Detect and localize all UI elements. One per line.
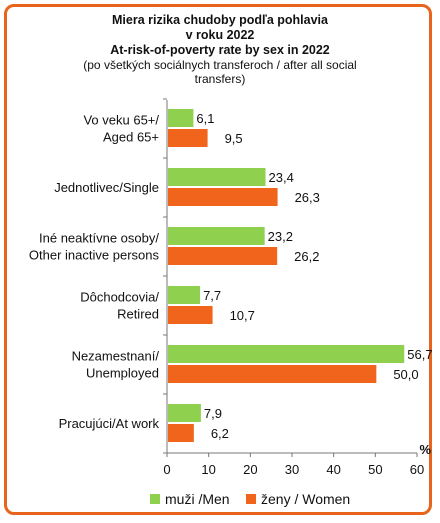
- data-label-men: 56,7: [407, 347, 432, 362]
- legend-swatch-women: [246, 494, 256, 505]
- data-label-men: 23,2: [268, 229, 293, 244]
- category-label: Iné neaktívne osoby/: [39, 231, 159, 246]
- title-line-2: v roku 2022: [185, 28, 255, 42]
- legend-label-men: muži /Men: [165, 491, 230, 507]
- category-label: Aged 65+: [103, 130, 159, 145]
- category-label: Nezamestnaní/: [72, 349, 160, 364]
- x-tick-label: 10: [201, 462, 215, 477]
- legend-swatch-men: [150, 494, 160, 505]
- bar-men: [168, 109, 194, 127]
- category-label: Retired: [117, 307, 159, 322]
- data-label-men: 7,7: [203, 288, 221, 303]
- category-label: Vo veku 65+/: [83, 113, 159, 128]
- x-tick-label: 60: [410, 462, 424, 477]
- x-tick-label: 20: [243, 462, 257, 477]
- legend-label-women: ženy / Women: [261, 491, 351, 507]
- legend-item-women: ženy / Women: [246, 491, 350, 507]
- data-label-men: 7,9: [204, 406, 222, 421]
- x-tick-label: 0: [163, 462, 170, 477]
- data-label-men: 6,1: [196, 111, 214, 126]
- bar-women: [168, 188, 278, 206]
- bar-women: [168, 306, 213, 324]
- category-label: Unemployed: [86, 366, 159, 381]
- data-label-women: 10,7: [230, 308, 255, 323]
- bar-women: [168, 424, 194, 442]
- bar-men: [168, 286, 201, 304]
- x-tick-label: 50: [368, 462, 382, 477]
- title-line-5: transfers): [194, 72, 246, 86]
- data-label-men: 23,4: [269, 170, 294, 185]
- category-label: Jednotlivec/Single: [54, 180, 159, 195]
- category-label: Pracujúci/At work: [59, 416, 160, 431]
- x-tick-label: 30: [285, 462, 299, 477]
- data-label-women: 6,2: [211, 426, 229, 441]
- chart-title: Miera rizika chudoby podľa pohlavia v ro…: [0, 13, 440, 86]
- bar-men: [168, 227, 265, 245]
- category-label: Other inactive persons: [29, 248, 160, 263]
- data-label-women: 50,0: [393, 367, 418, 382]
- bar-men: [168, 404, 201, 422]
- data-label-women: 26,3: [295, 190, 320, 205]
- title-line-3: At-risk-of-poverty rate by sex in 2022: [110, 43, 330, 57]
- title-line-1: Miera rizika chudoby podľa pohlavia: [112, 13, 328, 27]
- bar-women: [168, 129, 208, 147]
- x-tick-label: 40: [326, 462, 340, 477]
- data-label-women: 9,5: [225, 131, 243, 146]
- x-axis-unit: %: [419, 442, 431, 457]
- title-line-4: (po všetkých sociálnych transferoch / af…: [83, 58, 357, 72]
- legend-item-men: muži /Men: [150, 491, 230, 507]
- bar-men: [168, 345, 405, 363]
- category-label: Dôchodcovia/: [80, 290, 159, 305]
- bar-women: [168, 365, 377, 383]
- bar-women: [168, 247, 278, 265]
- data-label-women: 26,2: [294, 249, 319, 264]
- bar-men: [168, 168, 266, 186]
